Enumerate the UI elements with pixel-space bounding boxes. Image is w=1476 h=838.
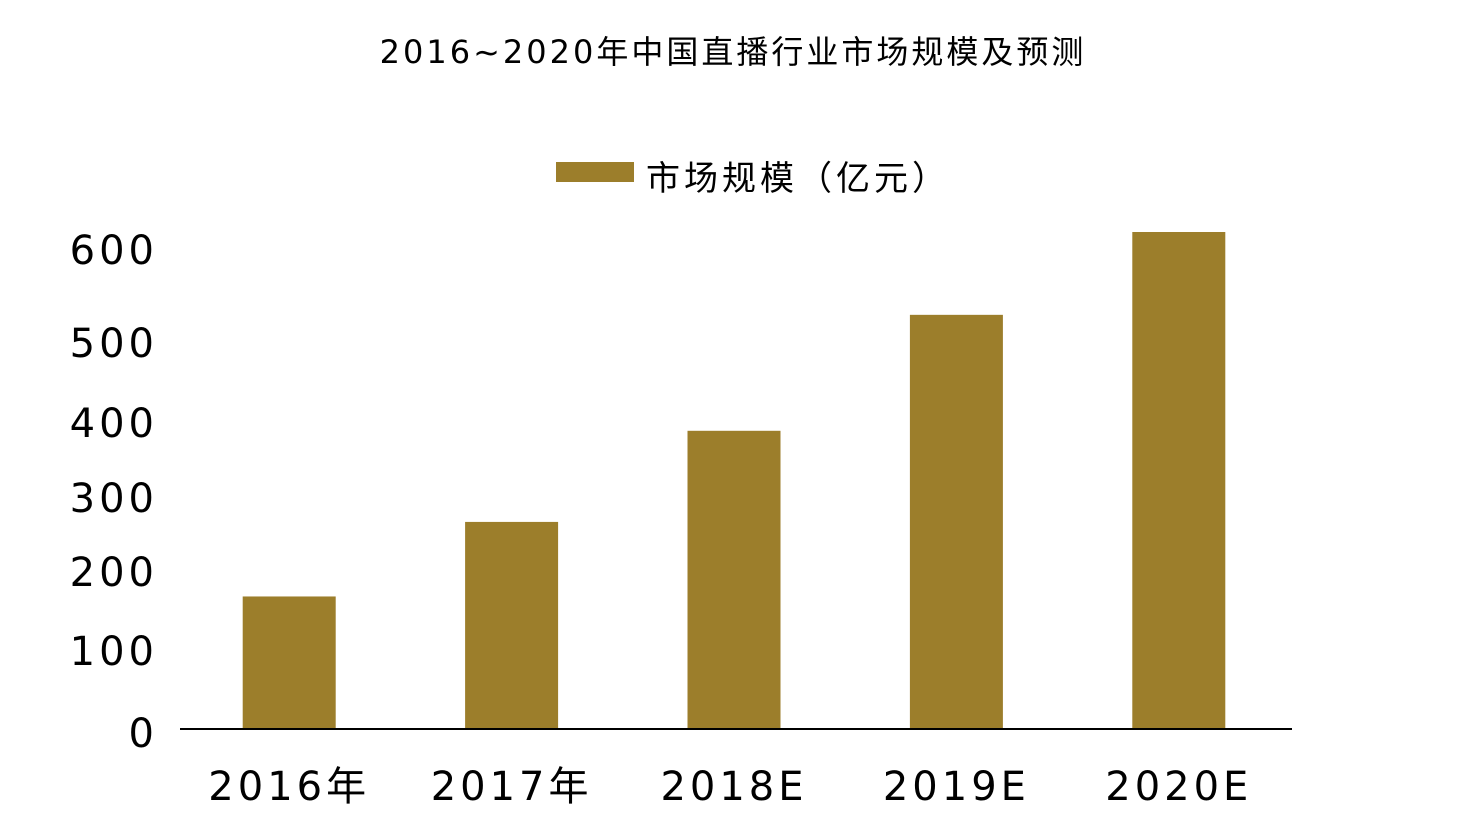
y-tick-label: 0 <box>129 711 158 757</box>
y-tick-label: 100 <box>70 629 158 675</box>
bar-4 <box>909 314 1003 729</box>
y-tick-label: 200 <box>70 550 158 596</box>
bars <box>242 232 1226 729</box>
bar-3 <box>687 430 781 729</box>
x-axis: 2016年 2017年 2018E 2019E 2020E <box>208 764 1252 810</box>
y-tick-label: 400 <box>70 401 158 447</box>
x-tick-label: 2020E <box>1105 764 1252 810</box>
x-tick-label: 2018E <box>660 764 807 810</box>
legend-label: 市场规模（亿元） <box>646 159 950 199</box>
y-tick-label: 500 <box>70 321 158 367</box>
bar-1 <box>242 596 336 729</box>
legend: 市场规模（亿元） <box>556 159 950 199</box>
y-tick-label: 600 <box>70 228 158 274</box>
y-tick-label: 300 <box>70 476 158 522</box>
legend-swatch <box>556 162 634 182</box>
x-tick-label: 2016年 <box>208 764 370 810</box>
y-axis: 0 100 200 300 400 500 600 <box>70 228 158 757</box>
bar-5 <box>1132 232 1226 729</box>
bar-2 <box>465 521 559 729</box>
x-tick-label: 2019E <box>883 764 1030 810</box>
chart-title: 2016~2020年中国直播行业市场规模及预测 <box>380 33 1087 71</box>
x-tick-label: 2017年 <box>431 764 593 810</box>
